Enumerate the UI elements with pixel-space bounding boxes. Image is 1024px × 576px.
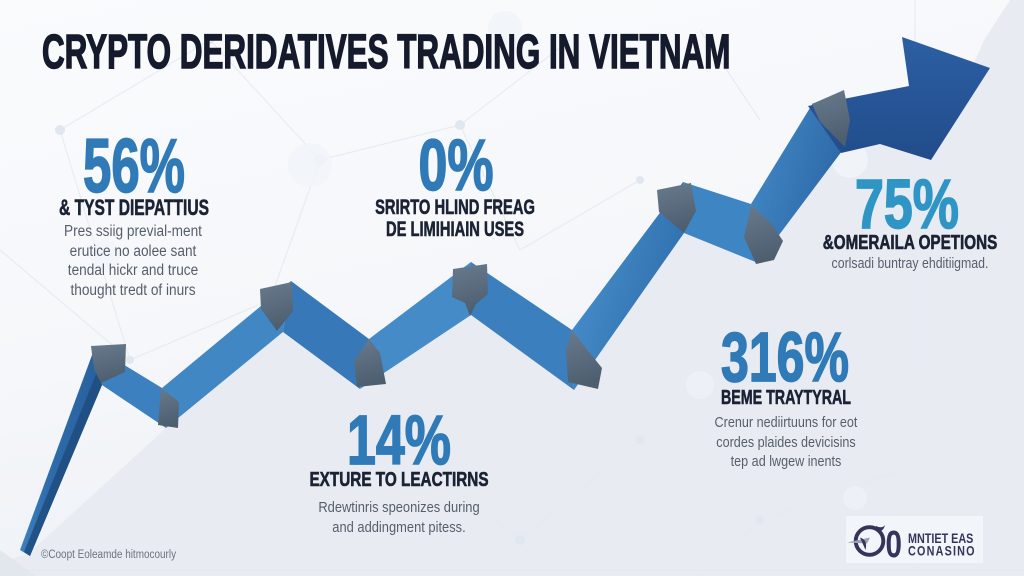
svg-text:CONASINO: CONASINO: [908, 543, 976, 558]
svg-text:MNTIET EAS: MNTIET EAS: [908, 531, 973, 546]
svg-text:0: 0: [886, 524, 902, 563]
